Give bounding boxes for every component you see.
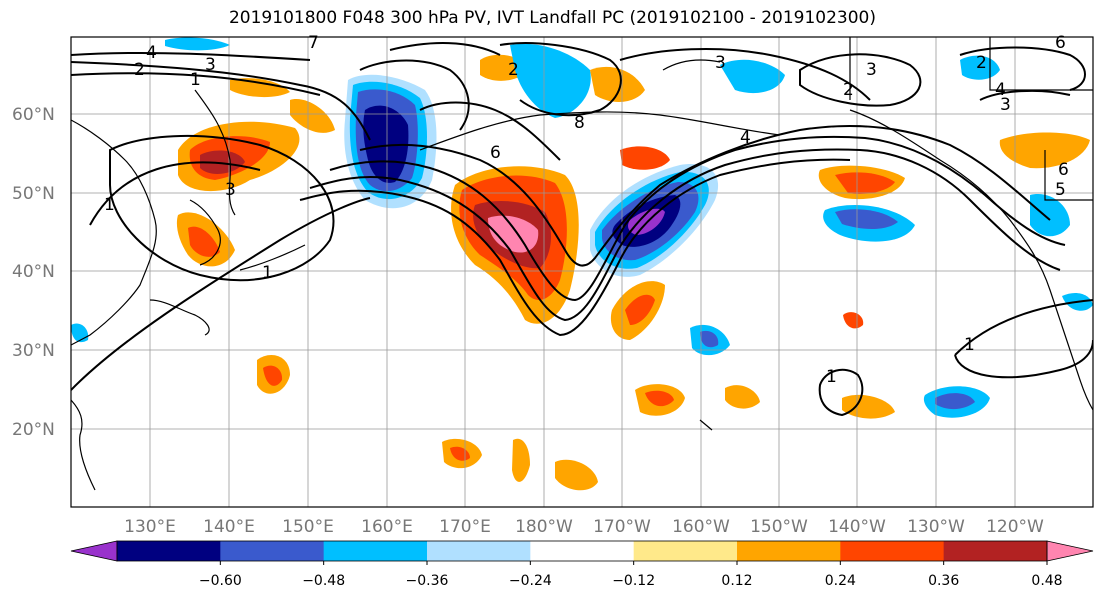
- coastlines: [71, 37, 1093, 491]
- colorbar-segment: [943, 541, 1048, 561]
- colorbar-segment: [220, 541, 325, 561]
- contour-labels: 4 3 2 1 3 1 1 6 8 7 2 3 4 6 3 2 4 3 6 5 …: [104, 33, 1069, 387]
- contour-label: 6: [1055, 33, 1066, 53]
- pv-anomaly-positive: [188, 226, 220, 257]
- contour-label: 3: [715, 53, 726, 73]
- colorbar-tick-label: −0.60: [199, 573, 242, 589]
- contour-label: 6: [1058, 160, 1069, 180]
- lon-label: 150°E: [282, 517, 334, 537]
- longitude-labels: 130°E 140°E 150°E 160°E 170°E 180°W 170°…: [124, 517, 1044, 537]
- lon-label: 120°W: [986, 517, 1044, 537]
- lon-label: 170°E: [439, 517, 491, 537]
- lat-label: 50°N: [12, 184, 55, 204]
- lat-label: 20°N: [12, 420, 55, 440]
- pv-anomaly-positive: [725, 385, 760, 409]
- contour-label: 2: [134, 60, 145, 80]
- colorbar-extend-low: [70, 540, 118, 562]
- lon-label: 130°E: [124, 517, 176, 537]
- map-background: [71, 37, 1093, 507]
- colorbar-extend-high: [1046, 540, 1094, 562]
- pv-anomaly-negative: [363, 105, 409, 183]
- contour-label: 2: [843, 80, 854, 100]
- colorbar-segment: [737, 541, 841, 561]
- contour-label: 1: [964, 335, 975, 355]
- contour-label: 3: [1000, 95, 1011, 115]
- lon-label: 150°W: [750, 517, 808, 537]
- pv-anomaly-positive: [263, 365, 283, 386]
- pv-anomaly-positive: [200, 150, 245, 174]
- pv-anomaly-negative: [165, 37, 230, 51]
- contour-label: 4: [740, 128, 751, 148]
- pv-anomaly-positive: [843, 312, 864, 329]
- pv-anomaly-positive: [835, 172, 895, 194]
- pv-anomaly-positive: [230, 78, 290, 98]
- colorbar: −0.60 −0.48 −0.36 −0.24 −0.12 0.12 0.24 0.36 0.4…: [70, 540, 1094, 589]
- pv-anomaly-positive: [512, 438, 530, 482]
- lon-label: 140°W: [828, 517, 886, 537]
- pv-anomaly-positive: [620, 146, 670, 170]
- lon-label: 170°W: [593, 517, 651, 537]
- contour-label: 2: [976, 53, 987, 73]
- contour-label: 1: [826, 367, 837, 387]
- contour-label: 4: [995, 80, 1006, 100]
- colorbar-segment: [840, 541, 945, 561]
- contour-label: 4: [146, 43, 157, 63]
- contour-label: 1: [190, 70, 201, 90]
- pv-anomaly-negative: [700, 330, 719, 348]
- pv-anomaly-negative: [935, 393, 975, 410]
- contour-label: 1: [104, 195, 115, 215]
- pv-anomaly-positive: [625, 294, 655, 325]
- contour-label: 8: [574, 113, 585, 133]
- lon-label: 180°W: [515, 517, 573, 537]
- pv-anomaly-negative: [835, 209, 898, 229]
- contour-label: 1: [262, 263, 273, 283]
- colorbar-segment: [530, 541, 635, 561]
- contour-label: 3: [866, 60, 877, 80]
- pv-anomaly-positive: [842, 394, 895, 419]
- colorbar-tick-label: −0.24: [509, 573, 552, 589]
- colorbar-tick-label: 0.12: [721, 573, 752, 589]
- pv-anomaly-positive: [488, 215, 539, 253]
- pv-anomaly-negative: [1030, 194, 1070, 237]
- contour-label: 5: [1055, 180, 1066, 200]
- lat-label: 60°N: [12, 105, 55, 125]
- map-frame: [70, 36, 1094, 508]
- contour-label: 7: [308, 33, 319, 53]
- lon-label: 160°E: [361, 517, 413, 537]
- pv-anomaly-positive: [590, 66, 645, 102]
- colorbar-tick-label: 0.24: [825, 573, 856, 589]
- contour-label: 3: [205, 55, 216, 75]
- colorbar-tick-label: −0.36: [406, 573, 449, 589]
- latitude-labels: 60°N 50°N 40°N 30°N 20°N: [12, 105, 55, 440]
- lat-label: 30°N: [12, 341, 55, 361]
- colorbar-tick-label: 0.48: [1031, 573, 1062, 589]
- pv-anomaly-positive: [290, 99, 335, 133]
- pv-anomaly-positive: [645, 390, 674, 407]
- colorbar-outline: [116, 540, 1048, 562]
- colorbar-tick-label: −0.48: [302, 573, 345, 589]
- colorbar-segment: [117, 541, 221, 561]
- pv-anomaly-negative: [510, 43, 591, 118]
- lon-label: 130°W: [907, 517, 965, 537]
- lat-label: 40°N: [12, 262, 55, 282]
- lon-label: 160°W: [672, 517, 730, 537]
- contour-label: 6: [490, 143, 501, 163]
- ivt-contours: [71, 42, 1093, 417]
- contour-label: 3: [225, 180, 236, 200]
- colorbar-tick-label: 0.36: [928, 573, 959, 589]
- pv-anomaly-positive: [555, 459, 598, 491]
- pv-anomaly-negative: [720, 59, 785, 94]
- map-title: 2019101800 F048 300 hPa PV, IVT Landfall…: [228, 8, 876, 28]
- colorbar-segment: [633, 541, 738, 561]
- colorbar-segment: [323, 541, 428, 561]
- colorbar-tick-label: −0.12: [612, 573, 655, 589]
- contour-label: 2: [508, 60, 519, 80]
- lon-label: 140°E: [203, 517, 255, 537]
- colorbar-segment: [427, 541, 531, 561]
